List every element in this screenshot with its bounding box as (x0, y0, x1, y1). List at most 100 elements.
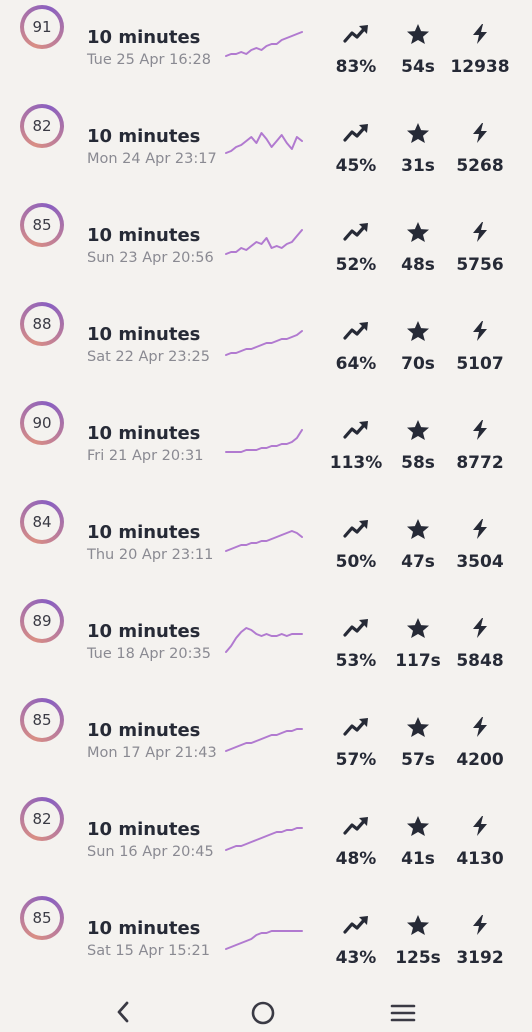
trending-up-icon (343, 617, 369, 639)
score-sparkline (225, 728, 303, 752)
score-sparkline (225, 330, 303, 356)
score-sparkline (225, 429, 303, 453)
lightning-bolt-icon (467, 320, 493, 342)
lightning-bolt-icon (467, 23, 493, 45)
session-row[interactable]: 82 10 minutes Sun 16 Apr 20:45 48% 41s 4130 (0, 792, 532, 891)
session-date: Sun 16 Apr 20:45 (87, 844, 214, 860)
trending-up-icon (343, 518, 369, 540)
best-time: 48s (401, 255, 435, 275)
score-value: 84 (24, 504, 60, 540)
session-row[interactable]: 85 10 minutes Sat 15 Apr 15:21 43% 125s 3192 (0, 891, 532, 990)
session-date: Tue 18 Apr 20:35 (87, 646, 211, 662)
score-ring: 82 (20, 104, 64, 148)
session-row[interactable]: 90 10 minutes Fri 21 Apr 20:31 113% 58s 8772 (0, 396, 532, 495)
session-duration: 10 minutes (87, 918, 201, 939)
recents-button[interactable] (382, 998, 422, 1028)
star-icon (405, 617, 431, 639)
session-row[interactable]: 82 10 minutes Mon 24 Apr 23:17 45% 31s 5268 (0, 99, 532, 198)
energy-points: 5848 (456, 651, 504, 671)
session-row[interactable]: 85 10 minutes Sun 23 Apr 20:56 52% 48s 5756 (0, 198, 532, 297)
session-date: Sun 23 Apr 20:56 (87, 250, 214, 266)
lightning-bolt-icon (467, 617, 493, 639)
score-value: 82 (24, 801, 60, 837)
accuracy-percent: 113% (329, 453, 383, 473)
score-ring: 84 (20, 500, 64, 544)
star-icon (405, 221, 431, 243)
score-ring: 90 (20, 401, 64, 445)
score-ring: 89 (20, 599, 64, 643)
sparkline-path (225, 827, 303, 851)
score-value: 88 (24, 306, 60, 342)
session-list: 91 10 minutes Tue 25 Apr 16:28 83% 54s 12938 8… (0, 0, 532, 990)
best-time: 47s (401, 552, 435, 572)
session-date: Mon 24 Apr 23:17 (87, 151, 217, 167)
star-icon (405, 716, 431, 738)
accuracy-percent: 50% (335, 552, 377, 572)
lightning-bolt-icon (467, 221, 493, 243)
star-icon (405, 23, 431, 45)
energy-points: 4130 (456, 849, 504, 869)
session-row[interactable]: 89 10 minutes Tue 18 Apr 20:35 53% 117s 5848 (0, 594, 532, 693)
session-duration: 10 minutes (87, 126, 201, 147)
trending-up-icon (343, 716, 369, 738)
session-duration: 10 minutes (87, 423, 201, 444)
sparkline-path (225, 627, 303, 653)
energy-points: 12938 (450, 57, 510, 77)
lightning-bolt-icon (467, 716, 493, 738)
session-duration: 10 minutes (87, 720, 201, 741)
lightning-bolt-icon (467, 815, 493, 837)
best-time: 31s (401, 156, 435, 176)
energy-points: 3504 (456, 552, 504, 572)
accuracy-percent: 43% (335, 948, 377, 968)
trending-up-icon (343, 419, 369, 441)
score-ring: 91 (20, 5, 64, 49)
session-date: Thu 20 Apr 23:11 (87, 547, 214, 563)
score-sparkline (225, 132, 303, 154)
score-ring: 88 (20, 302, 64, 346)
energy-points: 4200 (456, 750, 504, 770)
score-value: 91 (24, 9, 60, 45)
accuracy-percent: 48% (335, 849, 377, 869)
session-row[interactable]: 84 10 minutes Thu 20 Apr 23:11 50% 47s 3504 (0, 495, 532, 594)
energy-points: 5268 (456, 156, 504, 176)
session-row[interactable]: 91 10 minutes Tue 25 Apr 16:28 83% 54s 12938 (0, 0, 532, 99)
score-sparkline (225, 827, 303, 851)
session-duration: 10 minutes (87, 522, 201, 543)
sparkline-path (225, 31, 303, 57)
score-value: 85 (24, 702, 60, 738)
lightning-bolt-icon (467, 914, 493, 936)
sparkline-path (225, 530, 303, 552)
lightning-bolt-icon (467, 518, 493, 540)
score-value: 82 (24, 108, 60, 144)
sparkline-path (225, 330, 303, 356)
trending-up-icon (343, 320, 369, 342)
sparkline-path (225, 429, 303, 453)
session-date: Mon 17 Apr 21:43 (87, 745, 217, 761)
sparkline-path (225, 229, 303, 255)
accuracy-percent: 52% (335, 255, 377, 275)
score-sparkline (225, 229, 303, 255)
back-button[interactable] (103, 998, 143, 1028)
score-value: 85 (24, 900, 60, 936)
score-sparkline (225, 627, 303, 653)
menu-lines-icon (390, 1004, 416, 1022)
home-button[interactable] (243, 998, 283, 1028)
score-sparkline (225, 930, 303, 950)
accuracy-percent: 64% (335, 354, 377, 374)
score-ring: 85 (20, 896, 64, 940)
session-date: Fri 21 Apr 20:31 (87, 448, 204, 464)
best-time: 54s (401, 57, 435, 77)
best-time: 117s (395, 651, 441, 671)
best-time: 70s (401, 354, 435, 374)
session-row[interactable]: 88 10 minutes Sat 22 Apr 23:25 64% 70s 5107 (0, 297, 532, 396)
session-date: Sat 15 Apr 15:21 (87, 943, 210, 959)
energy-points: 5107 (456, 354, 504, 374)
best-time: 57s (401, 750, 435, 770)
session-row[interactable]: 85 10 minutes Mon 17 Apr 21:43 57% 57s 4200 (0, 693, 532, 792)
best-time: 41s (401, 849, 435, 869)
sparkline-path (225, 132, 303, 154)
session-duration: 10 minutes (87, 225, 201, 246)
score-value: 89 (24, 603, 60, 639)
back-chevron-icon (117, 1001, 129, 1023)
session-duration: 10 minutes (87, 621, 201, 642)
